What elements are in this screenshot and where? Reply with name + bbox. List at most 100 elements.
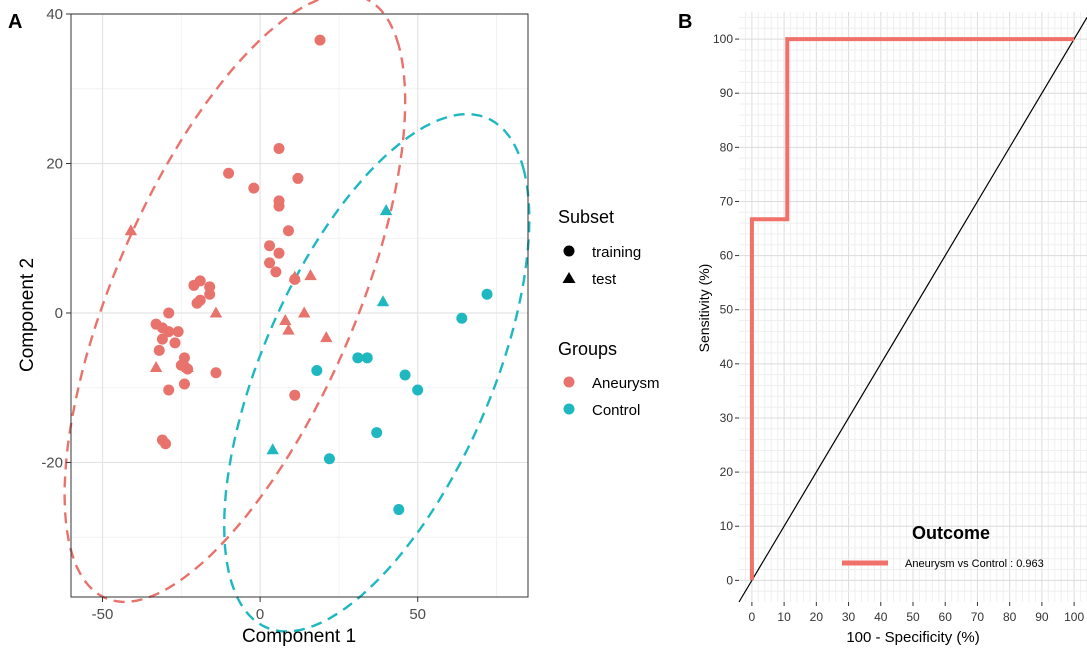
point-aneurysm-training	[153, 344, 165, 356]
legend-test-label: test	[592, 271, 617, 288]
legend-test-symbol	[562, 272, 576, 283]
x-tick-label: 90	[1035, 610, 1049, 624]
panel-a: A -50 0 50 -20 0 20 40 Component 1 Component 2…	[8, 0, 660, 647]
y-tick-label: 50	[720, 303, 734, 317]
legend-groups-title: Groups	[558, 339, 617, 359]
legend-aneurysm-symbol	[563, 376, 575, 388]
point-aneurysm-training	[210, 367, 222, 379]
point-control-training	[361, 352, 373, 364]
point-aneurysm-training	[163, 326, 175, 338]
roc-legend-label: Aneurysm vs Control : 0.963	[905, 558, 1044, 570]
legend-aneurysm-label: Aneurysm	[592, 375, 660, 392]
point-control-training	[481, 288, 493, 300]
legend-training-symbol	[563, 245, 575, 257]
point-control-test	[379, 204, 393, 216]
point-aneurysm-test	[124, 224, 138, 236]
point-control-training	[393, 504, 405, 516]
x-tick-label: 30	[842, 610, 856, 624]
point-aneurysm-training	[169, 337, 181, 349]
point-control-training	[352, 352, 364, 364]
point-aneurysm-training	[248, 182, 260, 194]
point-control-training	[412, 384, 424, 396]
point-aneurysm-training	[289, 389, 301, 401]
point-aneurysm-test	[209, 306, 223, 318]
panel-b-y-axis-label: Sensitivity (%)	[696, 264, 712, 353]
point-aneurysm-test	[298, 306, 311, 318]
point-aneurysm-training	[178, 378, 190, 390]
point-control-test	[376, 295, 390, 307]
diagonal-reference-line	[738, 17, 1087, 603]
roc-curve	[749, 37, 1075, 581]
y-tick-label: 0	[55, 305, 63, 322]
point-aneurysm-training	[163, 307, 175, 319]
x-tick-label: 50	[906, 610, 920, 624]
point-control-training	[456, 312, 468, 324]
y-tick-label: -20	[41, 454, 63, 471]
x-tick-label: 70	[971, 610, 985, 624]
point-aneurysm-training	[264, 240, 276, 252]
panel-a-ticks: -50 0 50 -20 0 20 40	[41, 6, 426, 623]
point-aneurysm-training	[188, 279, 200, 291]
point-control-training	[371, 427, 383, 439]
point-aneurysm-test	[181, 361, 194, 373]
point-control-training	[311, 365, 323, 377]
panel-a-frame	[70, 13, 529, 598]
point-aneurysm-training	[273, 143, 285, 155]
y-tick-label: 20	[46, 155, 63, 172]
point-control-training	[323, 453, 335, 465]
x-tick-label: 100	[1064, 610, 1084, 624]
legend-training-label: training	[592, 244, 641, 261]
panel-b-x-axis-label: 100 - Specificity (%)	[846, 629, 979, 646]
panel-a-x-axis-label: Component 1	[242, 626, 356, 647]
point-aneurysm-test	[320, 331, 333, 343]
point-aneurysm-test	[304, 269, 317, 281]
x-tick-label: 40	[874, 610, 888, 624]
y-tick-label: 0	[726, 573, 733, 587]
point-aneurysm-test	[288, 270, 301, 282]
y-tick-label: 70	[720, 194, 734, 208]
roc-legend-title: Outcome	[912, 523, 990, 543]
y-tick-label: 40	[46, 6, 63, 23]
x-tick-label: -50	[92, 606, 114, 623]
y-tick-label: 80	[720, 140, 734, 154]
point-aneurysm-training	[273, 247, 285, 259]
x-tick-label: 50	[409, 606, 426, 623]
x-tick-label: 80	[1003, 610, 1017, 624]
panel-a-background	[71, 14, 528, 597]
y-tick-label: 10	[720, 519, 734, 533]
panel-b-legend: Outcome Aneurysm vs Control : 0.963	[842, 523, 1044, 570]
panel-b: B 0 10 20 30 40 50 60 70 80 90 100 0 10 20 30 40 50 60 70 8…	[678, 11, 1087, 646]
panel-a-legend: Subset training test Groups Aneurysm Con…	[558, 207, 660, 419]
panel-b-label: B	[678, 11, 692, 33]
x-tick-label: 20	[810, 610, 824, 624]
x-tick-label: 0	[256, 606, 264, 623]
panel-a-y-axis-label: Component 2	[17, 258, 38, 372]
y-tick-label: 30	[720, 411, 734, 425]
panel-a-grid	[71, 13, 528, 597]
x-tick-label: 60	[939, 610, 953, 624]
point-aneurysm-training	[292, 172, 304, 184]
point-aneurysm-test	[149, 361, 163, 373]
panel-a-label: A	[8, 11, 22, 33]
point-aneurysm-training	[172, 326, 184, 338]
point-control-test	[266, 443, 279, 455]
panel-a-points	[124, 34, 493, 516]
point-control-training	[399, 369, 411, 381]
y-tick-label: 40	[720, 357, 734, 371]
point-aneurysm-training	[273, 200, 285, 212]
point-aneurysm-training	[204, 288, 216, 300]
panel-b-ticks: 0 10 20 30 40 50 60 70 80 90 100 0 10 20 30 40 50 60 70 80 9…	[713, 32, 1084, 624]
legend-control-label: Control	[592, 402, 640, 419]
point-aneurysm-training	[156, 333, 168, 345]
panel-b-grid	[739, 12, 1087, 602]
point-aneurysm-training	[191, 297, 203, 309]
y-tick-label: 90	[720, 86, 734, 100]
panel-b-lines	[738, 17, 1087, 603]
point-aneurysm-training	[270, 266, 282, 278]
point-aneurysm-test	[282, 323, 295, 335]
y-tick-label: 60	[720, 249, 734, 263]
legend-subset-title: Subset	[558, 207, 614, 227]
point-aneurysm-training	[223, 167, 235, 179]
point-aneurysm-training	[163, 384, 175, 396]
